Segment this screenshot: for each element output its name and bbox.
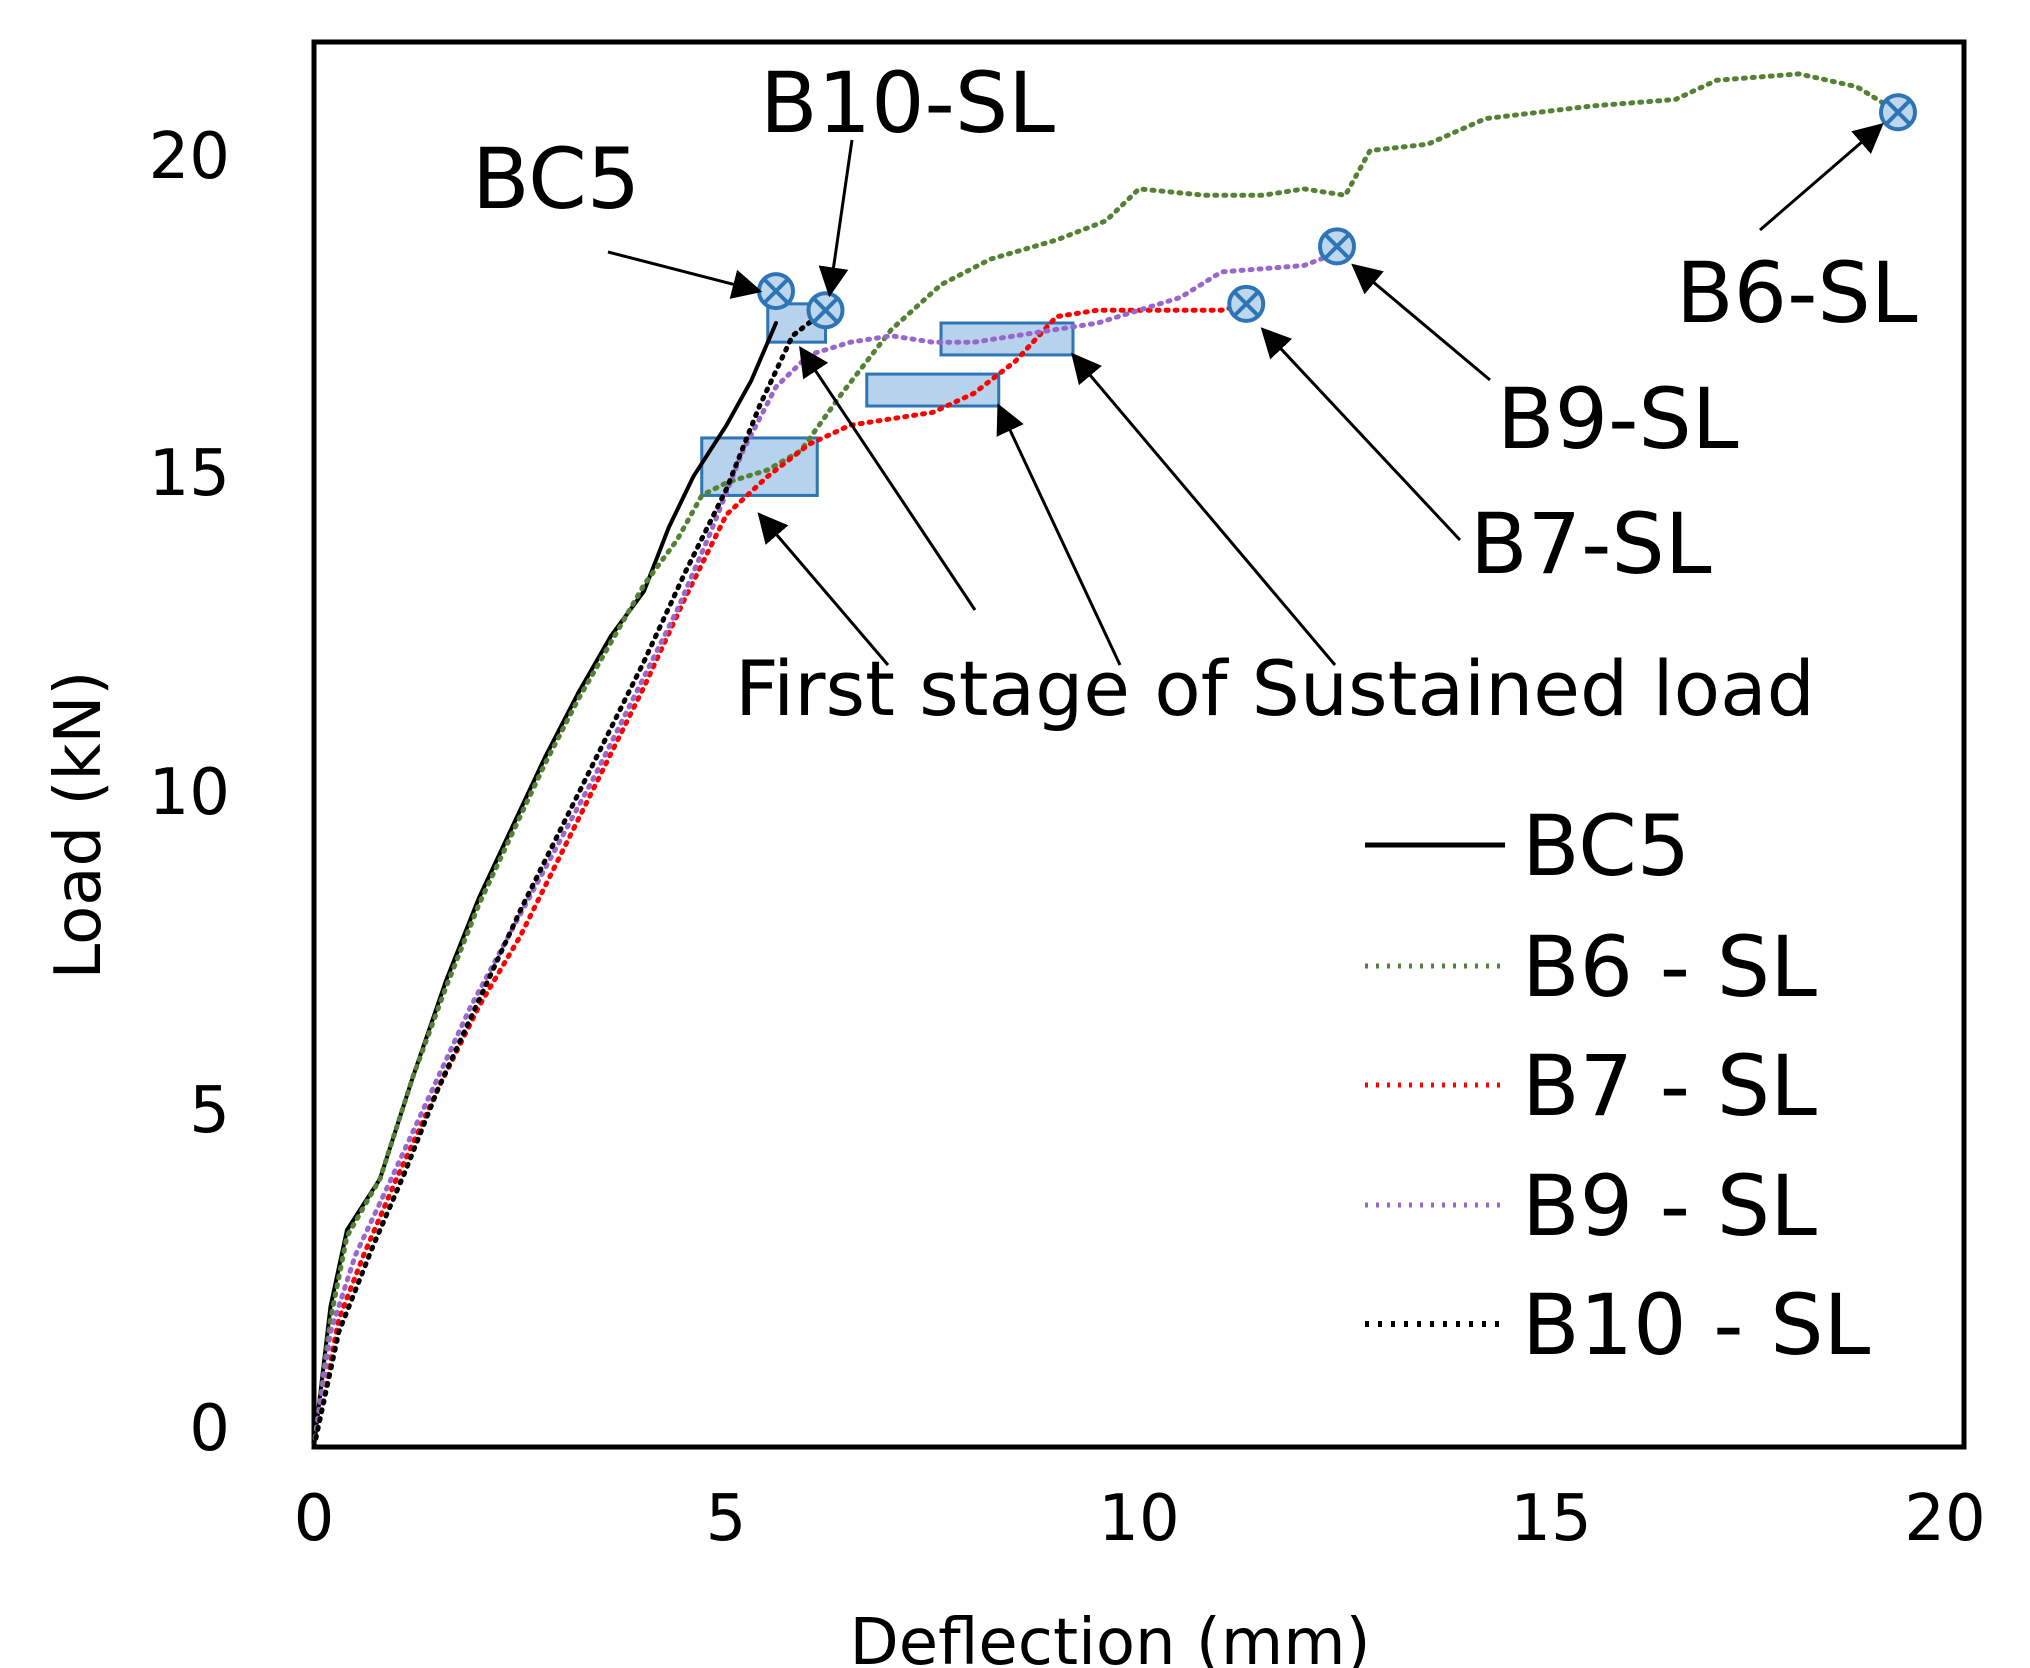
x-axis-ticks: 0 5 10 15 20 bbox=[294, 1482, 1986, 1556]
arrow-b10-sl bbox=[818, 139, 854, 298]
x-tick-label: 15 bbox=[1510, 1482, 1591, 1556]
failure-markers bbox=[757, 93, 1917, 330]
sustained-load-box bbox=[939, 321, 1075, 357]
callout-label-b10-sl: B10-SL bbox=[760, 54, 1055, 152]
legend-label-bc5: BC5 bbox=[1522, 797, 1690, 895]
arrow-b6-sl bbox=[1759, 123, 1884, 232]
arrow-bc5 bbox=[607, 250, 763, 299]
series-line-b9-sl bbox=[311, 250, 1340, 1450]
legend: BC5 B6 - SL B7 - SL B9 - SL B10 - SL bbox=[1365, 797, 1871, 1374]
arrow-b7-sl bbox=[1260, 327, 1462, 542]
y-tick-label: 15 bbox=[149, 437, 230, 511]
callout-label-bc5: BC5 bbox=[472, 130, 640, 228]
y-tick-label: 5 bbox=[189, 1074, 230, 1148]
legend-label-b6-sl: B6 - SL bbox=[1522, 918, 1817, 1016]
x-tick-label: 10 bbox=[1098, 1482, 1179, 1556]
arrow-sustained-load bbox=[799, 346, 977, 611]
arrow-sustained-load bbox=[1071, 352, 1337, 666]
failure-marker-b10-sl bbox=[806, 291, 845, 330]
x-tick-label: 5 bbox=[706, 1482, 747, 1556]
sustained-load-box bbox=[865, 372, 1001, 408]
failure-marker-bc5 bbox=[757, 272, 795, 311]
callout-labels: BC5 B10-SL B6-SL B9-SL B7-SL First stage… bbox=[472, 54, 1918, 733]
x-tick-label: 0 bbox=[294, 1482, 335, 1556]
callout-label-b6-sl: B6-SL bbox=[1676, 244, 1918, 342]
y-tick-label: 20 bbox=[149, 120, 230, 194]
callout-label-sustained-load: First stage of Sustained load bbox=[735, 644, 1815, 733]
annotation-arrows bbox=[607, 123, 1884, 666]
series-lines bbox=[311, 71, 1901, 1450]
series-line-b6-sl bbox=[311, 71, 1901, 1450]
x-axis-title: Deflection (mm) bbox=[849, 1606, 1370, 1668]
y-tick-label: 10 bbox=[149, 756, 230, 830]
y-axis-title: Load (kN) bbox=[42, 671, 116, 980]
x-tick-label: 20 bbox=[1904, 1482, 1985, 1556]
callout-label-b9-sl: B9-SL bbox=[1497, 370, 1739, 468]
plot-area-frame bbox=[311, 39, 1967, 1450]
failure-marker-b9-sl bbox=[1318, 227, 1356, 266]
arrow-b9-sl bbox=[1351, 263, 1491, 382]
failure-marker-b7-sl bbox=[1227, 284, 1266, 323]
legend-label-b10-sl: B10 - SL bbox=[1522, 1276, 1871, 1374]
series-line-b10-sl bbox=[311, 307, 828, 1450]
y-axis-ticks: 0 5 10 15 20 bbox=[149, 120, 230, 1466]
arrow-sustained-load bbox=[757, 512, 890, 666]
callout-label-b7-sl: B7-SL bbox=[1470, 495, 1712, 593]
y-tick-label: 0 bbox=[189, 1392, 230, 1466]
legend-label-b7-sl: B7 - SL bbox=[1522, 1037, 1817, 1135]
legend-label-b9-sl: B9 - SL bbox=[1522, 1157, 1817, 1255]
arrow-sustained-load bbox=[996, 403, 1122, 666]
failure-marker-b6-sl bbox=[1879, 93, 1917, 132]
